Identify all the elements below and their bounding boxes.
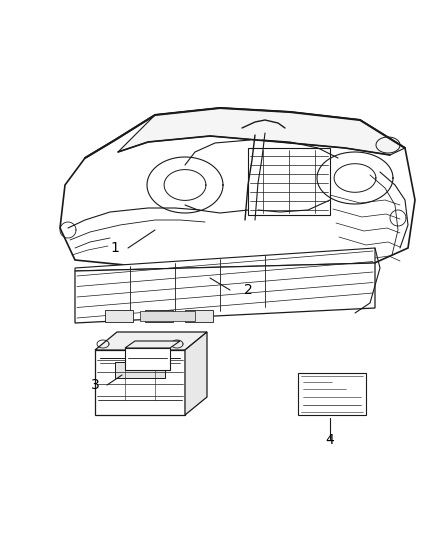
Polygon shape [145, 310, 173, 322]
Polygon shape [95, 332, 207, 350]
Polygon shape [75, 263, 375, 323]
Polygon shape [75, 248, 375, 271]
Polygon shape [298, 373, 366, 415]
Text: 1: 1 [110, 241, 120, 255]
Polygon shape [185, 310, 213, 322]
Polygon shape [115, 362, 165, 378]
Polygon shape [140, 311, 195, 321]
Text: 3: 3 [91, 378, 99, 392]
Polygon shape [185, 332, 207, 415]
Polygon shape [125, 348, 170, 370]
Text: 2: 2 [244, 283, 252, 297]
Polygon shape [60, 108, 415, 272]
Polygon shape [95, 350, 185, 415]
Polygon shape [118, 108, 405, 155]
Text: 4: 4 [325, 433, 334, 447]
Polygon shape [248, 148, 330, 215]
Polygon shape [105, 310, 133, 322]
Polygon shape [125, 341, 180, 348]
